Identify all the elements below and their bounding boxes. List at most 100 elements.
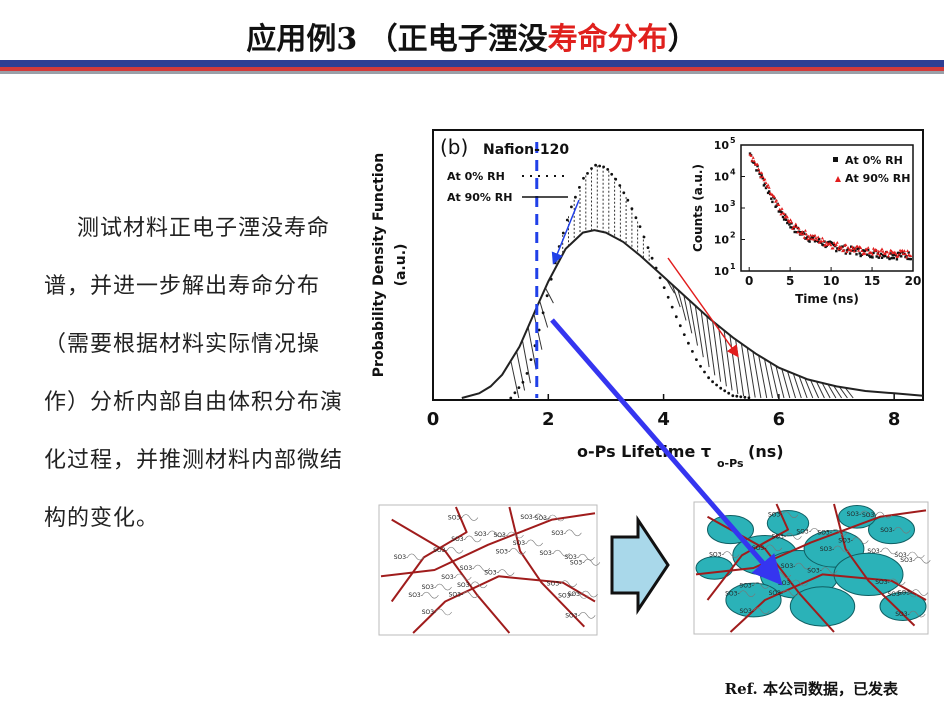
title-close: ） (667, 22, 698, 57)
hatch-line (821, 382, 831, 399)
inset-point-90pct (793, 225, 797, 228)
hatch-line (671, 284, 681, 308)
inset-point-90pct (782, 212, 786, 215)
inset-point-0pct (844, 252, 847, 255)
inset-point-0pct (773, 197, 776, 200)
dotted-curve-point (606, 168, 610, 171)
sulfonate-label: SO3- (520, 514, 535, 521)
inset-point-90pct (829, 243, 833, 247)
inset-point-0pct (835, 249, 838, 253)
inset-point-0pct (854, 249, 857, 253)
inset-legend-marker-90pct (835, 176, 841, 182)
inset-point-0pct (891, 254, 894, 257)
dotted-curve-point (517, 386, 521, 389)
inset-point-90pct (822, 239, 825, 242)
sulfonate-label: SO3- (496, 548, 511, 555)
sulfonate-label: SO3- (900, 557, 915, 564)
dotted-curve-point (682, 333, 686, 336)
inset-point-90pct (794, 222, 798, 226)
inset-point-0pct (872, 251, 875, 255)
inset-point-90pct (765, 184, 769, 188)
inset-point-90pct (787, 220, 791, 224)
water-cluster (833, 552, 904, 597)
inset-y-tick-exponent: 4 (730, 168, 736, 177)
dotted-curve-point (610, 172, 614, 176)
sulfonate-label: SO3- (448, 515, 463, 522)
inset-point-90pct (828, 241, 832, 245)
inset-point-0pct (871, 256, 874, 259)
inset-point-90pct (875, 248, 879, 252)
dotted-curve-point (666, 295, 670, 299)
inset-point-90pct (879, 249, 883, 252)
side-chain (738, 590, 756, 597)
inset-point-90pct (779, 212, 783, 216)
side-chain (893, 526, 911, 534)
side-chain (794, 562, 812, 570)
dotted-curve-point (735, 394, 739, 398)
side-chain (435, 608, 452, 616)
sulfonate-label: SO3- (838, 537, 853, 544)
inset-y-tick-label: 10 (714, 202, 730, 215)
hatch-line (798, 375, 808, 399)
sulfonate-label: SO3- (441, 574, 456, 581)
dotted-curve-point (711, 380, 714, 384)
inset-point-0pct (863, 249, 867, 253)
dotted-curve-point (586, 172, 589, 175)
inset-point-0pct (762, 184, 766, 187)
inset-point-90pct (801, 232, 805, 236)
sulfonate-label: SO3- (513, 540, 528, 547)
panel-label: (b) (440, 135, 468, 159)
hatch-line (792, 373, 802, 399)
hatch-line (516, 351, 526, 391)
side-chain (810, 528, 827, 535)
hatch-line (689, 300, 698, 346)
side-chain (785, 533, 802, 540)
x-tick-label: 0 (427, 409, 440, 430)
inset-point-90pct (900, 248, 904, 252)
inset-point-0pct (841, 245, 844, 248)
side-chain (911, 589, 929, 596)
inset-point-90pct (816, 235, 820, 239)
inset-point-0pct (790, 222, 793, 225)
hatch-line (706, 316, 716, 376)
dotted-curve-point (695, 358, 698, 361)
inset-point-90pct (804, 232, 808, 236)
inset-point-0pct (797, 230, 801, 233)
inset-point-0pct (795, 231, 799, 234)
inset-point-90pct (893, 250, 897, 254)
inset-point-0pct (881, 253, 885, 257)
side-chain (821, 567, 838, 574)
dotted-curve-point (578, 186, 581, 189)
x-axis-subscript: o-Ps (717, 457, 744, 470)
inset-point-0pct (906, 257, 909, 261)
inset-point-90pct (857, 249, 861, 252)
sulfonate-label: SO3- (778, 580, 793, 587)
inset-point-0pct (753, 161, 756, 164)
inset-point-90pct (780, 207, 784, 210)
inset-point-0pct (896, 251, 900, 255)
dotted-curve-point (545, 294, 549, 298)
side-chain (534, 513, 551, 521)
inset-point-90pct (803, 229, 807, 232)
inset-point-90pct (835, 241, 839, 244)
side-chain (578, 553, 595, 561)
inset-point-90pct (760, 171, 764, 175)
inset-data-points (748, 152, 913, 261)
inset-point-90pct (767, 186, 771, 189)
inset-point-0pct (858, 252, 861, 255)
inset-point-90pct (832, 241, 836, 244)
sulfonate-label: SO3- (772, 533, 787, 540)
dotted-curve-point (727, 391, 731, 395)
inset-point-90pct (812, 237, 816, 241)
inset-point-0pct (909, 257, 912, 261)
inset-point-0pct (867, 249, 870, 252)
inset-point-90pct (778, 207, 782, 211)
inset-point-0pct (788, 223, 791, 226)
inset-point-90pct (757, 167, 760, 171)
inset-point-0pct (805, 237, 808, 240)
inset-y-tick-label: 10 (714, 139, 730, 152)
dotted-curve-point (699, 364, 702, 368)
side-chain (487, 530, 505, 538)
sulfonate-label: SO3- (817, 529, 832, 536)
